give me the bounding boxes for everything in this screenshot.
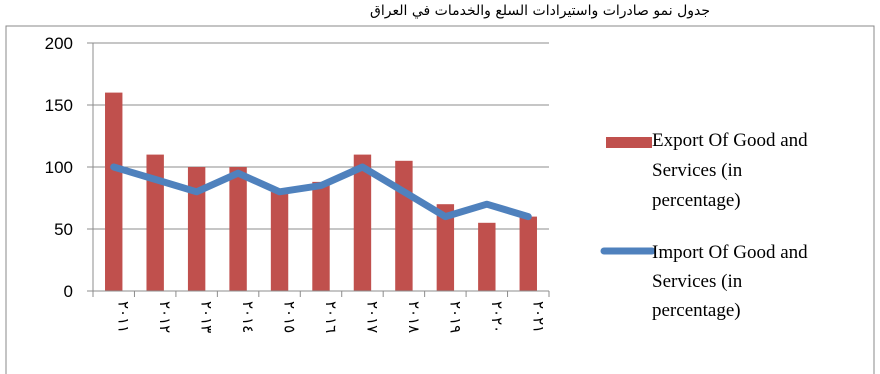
x-category-label: ٢٠١٣ [198, 301, 216, 333]
x-category-label: ٢٠١٧ [363, 301, 381, 333]
y-tick-label: 50 [54, 220, 73, 239]
y-tick-label: 150 [45, 96, 73, 115]
y-tick-label: 200 [45, 34, 73, 53]
line-series [110, 163, 532, 221]
axes: 0 50 100 150 200 ٢٠١١ ٢٠١٢ ٢٠١٣ ٢٠١٤ ٢٠١٥ ٢٠١٦ ٢٠١٧… [45, 34, 550, 333]
legend-label-export: Services (in [652, 160, 743, 181]
x-category-label: ٢٠١٦ [322, 301, 340, 333]
legend: Export Of Good and Services (in percentage… [600, 130, 808, 321]
x-category-label: ٢٠٢٠ [488, 301, 506, 333]
x-category-label: ٢٠١٩ [446, 301, 464, 333]
bar [270, 191, 289, 291]
bar [105, 92, 123, 291]
bar [519, 216, 537, 291]
bar [436, 204, 455, 291]
legend-label-import: Import Of Good and [652, 242, 808, 263]
legend-label-import: percentage) [652, 300, 741, 321]
legend-swatch-export [606, 137, 652, 148]
plot-frame [5, 25, 875, 374]
x-category-label: ٢٠١١ [115, 301, 133, 333]
x-category-label: ٢٠١٨ [405, 301, 423, 333]
bar [312, 181, 330, 291]
bar [146, 154, 164, 291]
x-category-label: ٢٠١٥ [281, 301, 299, 333]
bar-series [105, 92, 537, 291]
x-category-label: ٢٠١٢ [156, 301, 174, 333]
legend-label-import: Services (in [652, 271, 743, 292]
legend-label-export: percentage) [652, 190, 741, 211]
bar [187, 167, 206, 291]
bar [395, 160, 413, 291]
bar [478, 222, 496, 291]
x-category-label: ٢٠١٤ [239, 301, 257, 333]
y-tick-label: 0 [64, 282, 73, 301]
y-tick-label: 100 [45, 158, 73, 177]
x-category-label: ٢٠٢١ [529, 301, 547, 333]
bar [353, 154, 372, 291]
chart-title-fragment: جدول نمو صادرات واستيرادات السلع والخدما… [370, 3, 710, 19]
bar [229, 167, 247, 291]
legend-label-export: Export Of Good and [652, 130, 808, 151]
